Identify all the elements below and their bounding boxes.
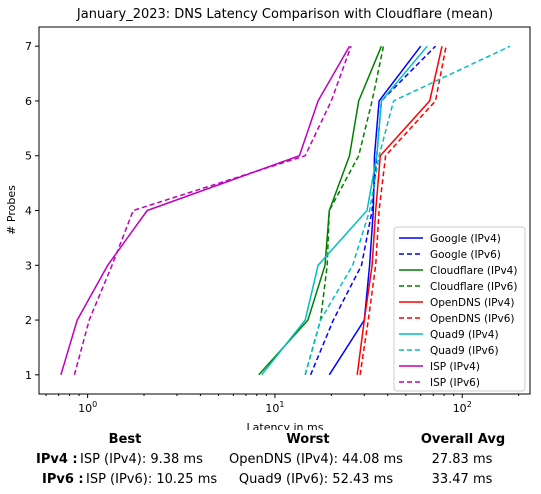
summary-row-ipv6-label: IPv6 : xyxy=(42,472,84,487)
y-tick-label: 3 xyxy=(25,259,32,272)
y-tick-label: 6 xyxy=(25,95,32,108)
summary-row-ipv6-avg: 33.47 ms xyxy=(431,472,493,487)
y-tick-label: 5 xyxy=(25,150,32,163)
legend-label-cloudflare-ipv4: Cloudflare (IPv4) xyxy=(430,265,517,277)
summary-row-ipv4-avg: 27.83 ms xyxy=(431,452,493,467)
legend-label-google-ipv6: Google (IPv6) xyxy=(430,249,501,261)
legend: Google (IPv4) Google (IPv6) Cloudflare (IP… xyxy=(393,226,526,392)
legend-label-opendns-ipv6: OpenDNS (IPv6) xyxy=(430,313,515,325)
legend-label-google-ipv4: Google (IPv4) xyxy=(430,233,501,245)
y-axis-label: # Probes xyxy=(5,185,18,235)
x-tick-label: 101 xyxy=(265,400,284,415)
y-tick-label: 7 xyxy=(25,40,32,53)
series-line-google-ipv6 xyxy=(309,45,437,376)
series-line-opendns-ipv4 xyxy=(356,46,443,375)
series-lines xyxy=(60,45,511,376)
y-axis-ticks: 1 2 3 4 5 6 7 xyxy=(25,40,39,382)
series-line-quad9-ipv4 xyxy=(261,45,428,376)
summary-row-ipv4-best: ISP (IPv4): 9.38 ms xyxy=(80,452,203,467)
summary-row-ipv4-worst: OpenDNS (IPv4): 44.08 ms xyxy=(229,452,403,467)
series-line-isp-ipv6 xyxy=(73,45,352,375)
legend-box xyxy=(393,226,526,392)
legend-label-cloudflare-ipv6: Cloudflare (IPv6) xyxy=(430,281,517,293)
summary-row-ipv6-best: ISP (IPv6): 10.25 ms xyxy=(86,472,218,487)
legend-label-isp-ipv4: ISP (IPv4) xyxy=(430,361,480,373)
series-line-isp-ipv4 xyxy=(60,45,351,376)
y-tick-label: 2 xyxy=(25,314,32,327)
series-line-quad9-ipv6 xyxy=(304,45,511,376)
legend-label-isp-ipv6: ISP (IPv6) xyxy=(430,377,480,389)
latency-chart: January_2023: DNS Latency Comparison wit… xyxy=(5,7,531,430)
x-tick-label: 100 xyxy=(78,400,97,415)
x-axis-ticks: 100 101 102 xyxy=(45,394,520,415)
summary-header-worst: Worst xyxy=(286,432,330,447)
latency-summary: Best Worst Overall Avg IPv4 : ISP (IPv4)… xyxy=(0,430,541,494)
summary-row-ipv4-label: IPv4 : xyxy=(36,452,78,467)
chart-title: January_2023: DNS Latency Comparison wit… xyxy=(76,7,493,22)
y-tick-label: 4 xyxy=(25,205,32,218)
summary-header-avg: Overall Avg xyxy=(420,432,506,447)
legend-label-opendns-ipv4: OpenDNS (IPv4) xyxy=(430,297,515,309)
x-axis-label: Latency in ms xyxy=(247,421,324,430)
y-tick-label: 1 xyxy=(25,369,32,382)
legend-label-quad9-ipv6: Quad9 (IPv6) xyxy=(430,345,499,357)
summary-row-ipv6-worst: Quad9 (IPv6): 52.43 ms xyxy=(238,472,394,487)
series-line-cloudflare-ipv4 xyxy=(258,45,383,376)
x-tick-label: 102 xyxy=(453,400,472,415)
legend-label-quad9-ipv4: Quad9 (IPv4) xyxy=(430,329,499,341)
summary-header-best: Best xyxy=(108,432,142,447)
